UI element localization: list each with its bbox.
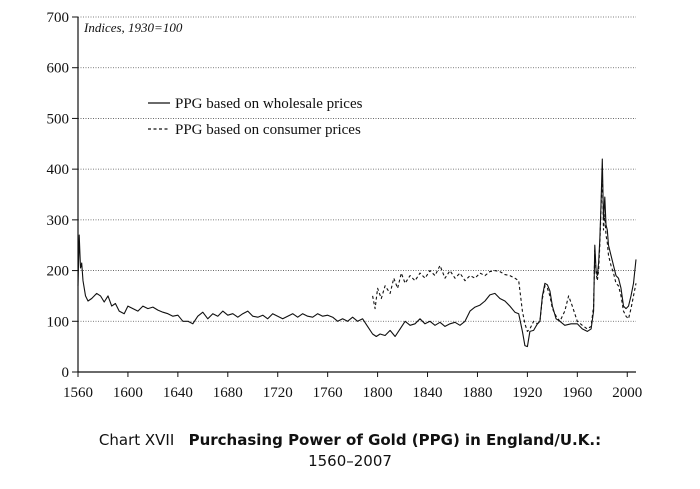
y-tick-label: 200	[47, 264, 70, 280]
legend-label-consumer: PPG based on consumer prices	[175, 122, 361, 138]
caption-chart-number: Chart XVII	[98, 431, 175, 449]
index-note: Indices, 1930=100	[83, 20, 183, 35]
x-tick-label: 1720	[263, 385, 293, 401]
gridlines	[78, 16, 636, 322]
x-tick-label: 2000	[612, 385, 642, 401]
x-tick-label: 1800	[363, 385, 393, 401]
series-line-wholesale	[77, 158, 637, 348]
caption-period: 1560–2007	[308, 452, 392, 470]
x-tick-label: 1960	[562, 385, 592, 401]
caption-line-1: Chart XVII Purchasing Power of Gold (PPG…	[0, 430, 700, 451]
x-tick-label: 1640	[163, 385, 193, 401]
legend-label-wholesale: PPG based on wholesale prices	[175, 96, 363, 112]
x-tick-label: 1600	[113, 385, 143, 401]
x-tick-label: 1920	[512, 385, 542, 401]
y-tick-label: 100	[47, 314, 70, 330]
series-lines	[77, 158, 637, 348]
x-tick-label: 1760	[313, 385, 343, 401]
caption-title: Purchasing Power of Gold (PPG) in Englan…	[188, 431, 602, 449]
y-tick-label: 300	[47, 213, 70, 229]
y-tick-label: 600	[47, 61, 70, 77]
chart-caption: Chart XVII Purchasing Power of Gold (PPG…	[0, 430, 700, 472]
y-tick-label: 500	[47, 111, 70, 127]
y-axis-ticks: 0 100 200 300 400 500 600 700	[47, 10, 78, 381]
x-tick-label: 1560	[63, 385, 93, 401]
y-tick-label: 400	[47, 162, 70, 178]
x-tick-label: 1840	[413, 385, 443, 401]
x-axis-ticks: 1560 1600 1640 1680 1720 1760 1800 1840 1880 1920…	[63, 372, 642, 401]
series-line-consumer	[372, 171, 637, 332]
axes	[77, 17, 636, 373]
x-tick-label: 1880	[462, 385, 492, 401]
y-tick-label: 0	[62, 365, 70, 381]
legend: PPG based on wholesale prices PPG based …	[148, 96, 363, 138]
y-tick-label: 700	[47, 10, 70, 26]
x-tick-label: 1680	[213, 385, 243, 401]
